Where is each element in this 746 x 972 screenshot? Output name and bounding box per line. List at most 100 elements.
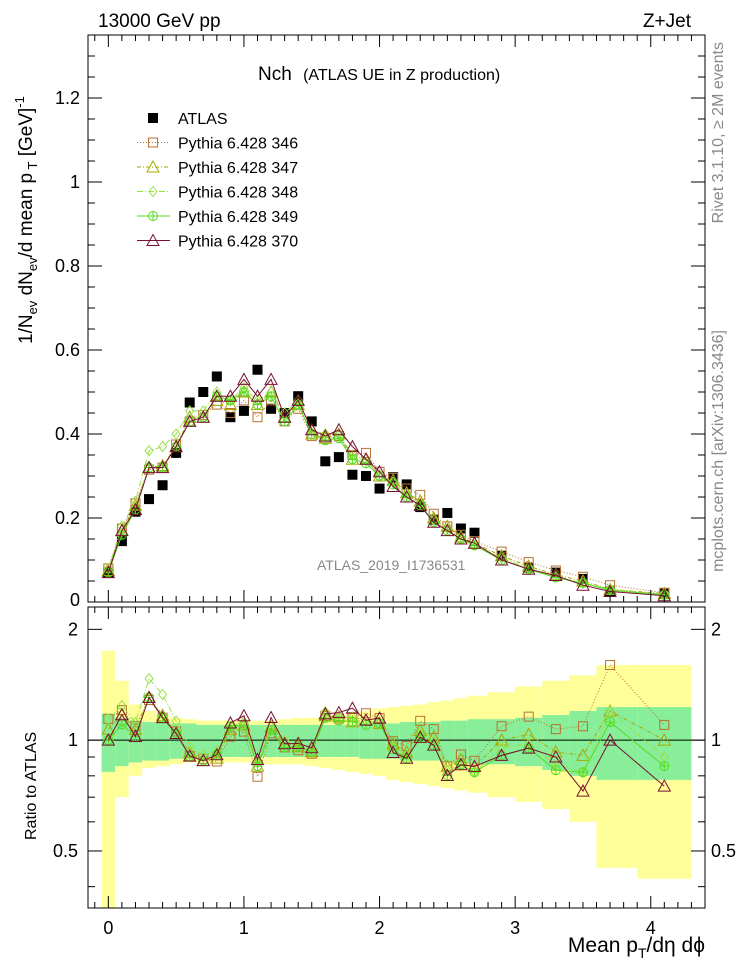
rivet-label: Rivet 3.1.10, ≥ 2M events [710, 42, 727, 223]
analysis-id: ATLAS_2019_I1736531 [317, 557, 466, 573]
ratio-point [496, 721, 507, 732]
ratio-point [523, 711, 534, 722]
ratio-point [155, 710, 170, 724]
mc-point [237, 372, 251, 385]
y-tick-label: 0.2 [55, 508, 80, 528]
data-point [320, 456, 331, 467]
ratio-point [428, 724, 439, 735]
legend-marker [148, 185, 158, 198]
ratio-point [454, 757, 468, 771]
mc-point [426, 515, 441, 528]
x-axis-label: Mean pT/dη dϕ [568, 934, 705, 961]
mc-point [332, 422, 346, 436]
ratio-point [128, 729, 143, 742]
ratio-point [576, 784, 590, 797]
svg-text:Mean pT/dη dϕ: Mean pT/dη dϕ [568, 934, 705, 961]
ratio-band-inner [155, 722, 170, 761]
ratio-band-inner [454, 720, 468, 763]
ratio-point [657, 779, 672, 792]
ratio-point [469, 767, 480, 778]
data-point [347, 469, 358, 480]
ratio-point [196, 753, 211, 767]
ratio-point [209, 747, 224, 761]
data-point [238, 405, 249, 416]
data-point [157, 480, 168, 491]
ratio-point [550, 724, 561, 735]
ratio-point [250, 752, 265, 765]
ratio-band-inner [196, 724, 211, 758]
mc-point [252, 412, 263, 423]
data-point [184, 397, 195, 408]
legend-marker [146, 159, 160, 173]
ratio-point [659, 719, 670, 730]
ratio-line [107, 696, 665, 792]
mc-point [266, 391, 277, 402]
ratio-band-inner [569, 711, 597, 776]
mc-point [440, 523, 455, 537]
ratio-band-inner [596, 707, 638, 780]
ratio-point [264, 710, 278, 724]
mc-point [374, 471, 385, 481]
ratio-line [107, 696, 665, 768]
mc-point [238, 387, 249, 397]
ratio-tick-label-left: 0.5 [53, 841, 78, 861]
ratio-point [659, 761, 670, 772]
mc-point [494, 552, 509, 566]
ratio-point [576, 748, 590, 761]
svg-text:1/Nev dNev/d mean p T [GeV]-1: 1/Nev dNev/d mean p T [GeV]-1 [12, 96, 40, 344]
ratio-point [521, 741, 536, 754]
header-left: 13000 GeV pp [98, 11, 221, 32]
ratio-point [605, 717, 616, 728]
ratio-point [426, 738, 441, 751]
ratio-point [115, 707, 129, 721]
legend-label: Pythia 6.428 349 [178, 209, 298, 226]
mc-point [320, 435, 331, 446]
data-point [198, 387, 209, 397]
legend-marker [148, 113, 158, 123]
ratio-point [577, 721, 588, 732]
ratio-point [386, 745, 400, 758]
data-point [252, 364, 263, 375]
mc-point [115, 523, 129, 537]
legend-label: Pythia 6.428 347 [178, 160, 298, 177]
mcplots-label: mcplots.cern.ch [arXiv:1306.3436] [710, 330, 727, 572]
x-tick-label: 1 [239, 918, 249, 938]
ratio-band-inner [359, 723, 373, 759]
legend-entry: Pythia 6.428 347 [137, 159, 298, 177]
y-axis-label: 1/Nev dNev/d mean p T [GeV]-1 [12, 96, 40, 344]
ratio-point [252, 771, 263, 782]
mc-point [318, 429, 333, 442]
mc-point [399, 489, 414, 503]
legend-entry: Pythia 6.428 348 [137, 185, 298, 202]
legend-label: Pythia 6.428 348 [178, 185, 298, 202]
mc-point [360, 458, 371, 469]
data-point [469, 527, 480, 538]
ratio-point [304, 740, 319, 754]
ratio-point [277, 736, 292, 750]
series-line [107, 399, 665, 594]
series-line [107, 391, 665, 595]
data-point [306, 416, 317, 427]
main-frame [87, 34, 706, 603]
ratio-band-inner [372, 723, 387, 759]
ratio-point [318, 706, 333, 720]
ratio-point [399, 751, 414, 764]
data-point [374, 483, 385, 494]
ratio-point [360, 708, 371, 719]
chart-subtitle: (ATLAS UE in Z production) [303, 67, 500, 84]
legend-marker [148, 137, 158, 148]
ratio-band-inner [169, 723, 183, 759]
ratio-point [550, 765, 561, 776]
mc-point [279, 416, 290, 427]
mc-point [386, 479, 400, 492]
ratio-point [657, 733, 672, 746]
ratio-point [494, 733, 509, 746]
ratio-point [142, 690, 156, 703]
legend-entry: Pythia 6.428 346 [137, 136, 298, 153]
ratio-band-inner [318, 724, 333, 758]
ratio-point [440, 768, 455, 781]
ratio-band-inner [467, 719, 489, 765]
mc-point [250, 389, 265, 402]
ratio-point [413, 730, 428, 743]
mc-point [521, 562, 536, 575]
